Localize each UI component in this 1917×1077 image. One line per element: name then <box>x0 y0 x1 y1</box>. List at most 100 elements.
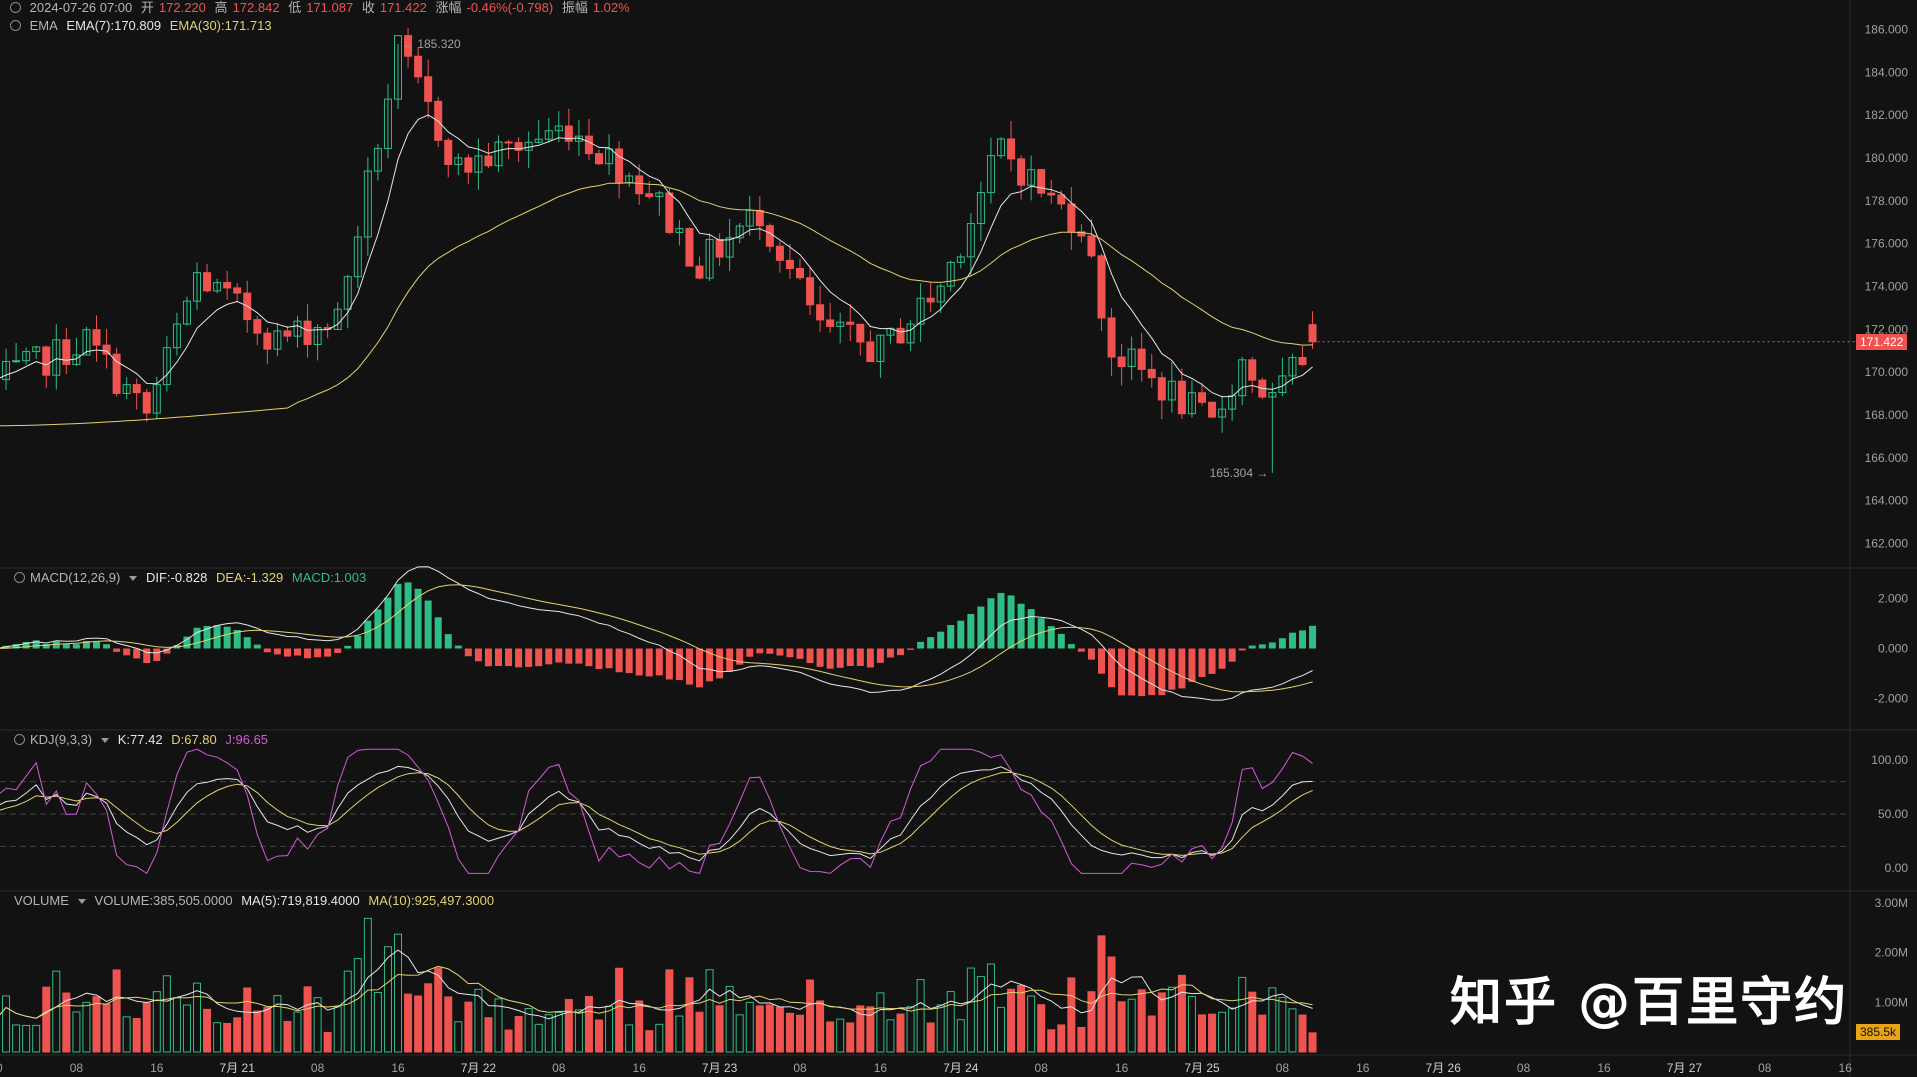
macd-histogram-bar <box>1168 648 1176 690</box>
volume-bar <box>997 1006 1005 1053</box>
bell-icon[interactable] <box>14 572 25 583</box>
volume-bar <box>494 998 503 1053</box>
macd-histogram-bar <box>193 627 201 649</box>
volume-bar <box>554 1011 563 1053</box>
macd-histogram-bar <box>746 648 754 657</box>
macd-histogram-bar <box>1057 633 1065 649</box>
candle-body <box>976 192 985 225</box>
macd-histogram-bar <box>72 644 80 649</box>
bell-icon[interactable] <box>14 734 25 745</box>
macd-value: MACD:1.003 <box>291 570 367 585</box>
candle-body <box>484 155 493 167</box>
volume-bar <box>313 997 322 1053</box>
eye-icon[interactable] <box>10 2 21 13</box>
macd-histogram-bar <box>937 631 945 649</box>
macd-histogram-bar <box>987 598 995 649</box>
volume-legend: VOLUME VOLUME:385,505.0000 MA(5):719,819… <box>14 893 499 909</box>
volume-bar <box>524 1007 533 1053</box>
time-tick-label: 7月 26 <box>1426 1061 1462 1075</box>
ema-indicator-name[interactable]: EMA <box>29 18 58 33</box>
volume-bar <box>82 1001 91 1053</box>
candle-body <box>313 327 322 345</box>
volume-bar <box>785 1012 794 1053</box>
ema7-value: EMA(7):170.809 <box>66 18 162 33</box>
ema7-line <box>0 114 1313 398</box>
candle-body <box>62 339 71 366</box>
macd-histogram-bar <box>273 648 281 655</box>
candle-body <box>1127 348 1136 368</box>
macd-histogram-bar <box>32 640 40 649</box>
volume-bar <box>1208 1013 1217 1053</box>
volume-bar <box>1117 1001 1126 1053</box>
price-tick-label: 166.000 <box>1865 451 1909 465</box>
candle-body <box>223 282 232 289</box>
candle-body <box>665 192 674 233</box>
volume-bar <box>1177 974 1186 1053</box>
volume-indicator-name[interactable]: VOLUME <box>14 893 69 908</box>
candle-body <box>82 329 91 356</box>
macd-histogram-bar <box>836 648 844 668</box>
kdj-d-line <box>0 771 1313 856</box>
ema-legend: EMA EMA(7):170.809 EMA(30):171.713 <box>10 18 277 34</box>
macd-histogram-bar <box>153 648 161 661</box>
candle-body <box>986 155 995 194</box>
volume-bar <box>956 1019 965 1053</box>
volume-bar <box>574 1009 583 1053</box>
volume-bar <box>233 1017 242 1053</box>
macd-histogram-bar <box>1098 648 1105 674</box>
time-tick-label: 7月 25 <box>1184 1061 1220 1075</box>
volume-bar <box>826 1021 835 1053</box>
macd-histogram-bar <box>957 620 965 649</box>
candle-body <box>102 344 111 355</box>
candle-body <box>946 261 955 287</box>
candle-body <box>142 392 151 414</box>
candle-body <box>615 148 624 184</box>
kdj-indicator-name[interactable]: KDJ(9,3,3) <box>30 732 93 747</box>
chevron-down-icon[interactable] <box>77 898 86 904</box>
volume-bar <box>986 963 995 1053</box>
candle-body <box>826 319 835 327</box>
candle-body <box>1137 348 1146 370</box>
price-tick-label: 178.000 <box>1865 194 1909 208</box>
macd-histogram-bar <box>1248 645 1256 649</box>
candle-body <box>1187 392 1196 415</box>
volume-bar <box>132 1017 141 1053</box>
eye-icon[interactable] <box>10 20 21 31</box>
macd-histogram-bar <box>766 648 774 654</box>
volume-bar <box>796 1014 804 1053</box>
volume-bar <box>162 975 171 1053</box>
price-tick-label: 180.000 <box>1865 151 1909 165</box>
volume-bar <box>172 997 181 1053</box>
d-value: D:67.80 <box>171 732 217 747</box>
chevron-down-icon[interactable] <box>101 737 110 743</box>
candle-body <box>1097 255 1106 319</box>
macd-histogram-bar <box>1108 648 1116 688</box>
candle-body <box>283 330 292 337</box>
dea-value: DEA:-1.329 <box>215 570 284 585</box>
macd-indicator-name[interactable]: MACD(12,26,9) <box>30 570 121 585</box>
chevron-down-icon[interactable] <box>129 575 138 581</box>
macd-histogram-bar <box>223 626 231 649</box>
volume-bar <box>966 967 975 1053</box>
volume-bar <box>1047 1029 1056 1053</box>
candle-body <box>32 346 41 353</box>
macd-histogram-bar <box>22 641 30 649</box>
candle-body <box>1308 324 1317 343</box>
candle-body <box>1047 192 1056 196</box>
candle-body <box>896 327 905 344</box>
volume-bar <box>1057 1024 1066 1053</box>
high-annotation: ← 185.320 <box>402 37 461 51</box>
candle-body <box>1057 194 1066 205</box>
macd-histogram-bar <box>304 648 312 659</box>
macd-histogram-bar <box>464 648 472 657</box>
volume-bar <box>675 1015 684 1053</box>
volume-bar <box>394 933 402 1053</box>
candle-body <box>514 142 523 151</box>
candle-body <box>1117 356 1126 368</box>
macd-histogram-bar <box>163 648 171 654</box>
price-tick-label: 170.000 <box>1865 365 1909 379</box>
macd-histogram-bar <box>253 644 261 649</box>
candle-body <box>444 139 453 165</box>
kdj-tick-label: 100.00 <box>1871 753 1908 767</box>
